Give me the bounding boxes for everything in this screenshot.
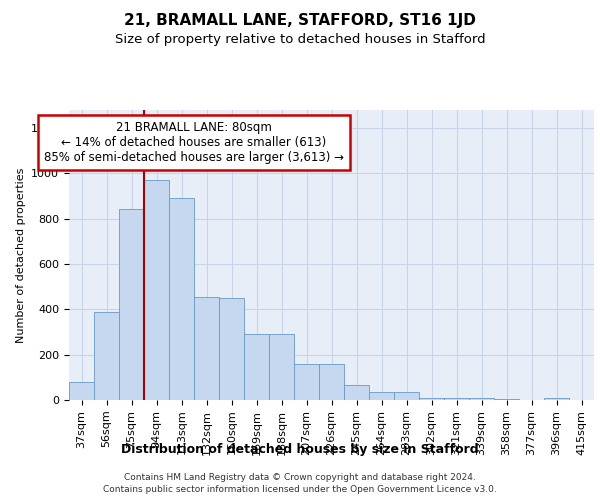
Bar — [219, 298, 244, 400]
Bar — [169, 198, 194, 400]
Bar — [369, 392, 394, 400]
Bar — [544, 398, 569, 400]
Text: 21, BRAMALL LANE, STAFFORD, ST16 1JD: 21, BRAMALL LANE, STAFFORD, ST16 1JD — [124, 12, 476, 28]
Bar — [269, 334, 294, 400]
Bar — [294, 364, 319, 400]
Bar — [344, 386, 369, 400]
Bar — [194, 297, 219, 400]
Bar — [144, 180, 169, 400]
Bar — [94, 312, 119, 400]
Bar — [119, 208, 144, 400]
Text: Distribution of detached houses by size in Stafford: Distribution of detached houses by size … — [121, 442, 479, 456]
Bar — [394, 392, 419, 400]
Bar — [494, 399, 519, 400]
Text: 21 BRAMALL LANE: 80sqm
← 14% of detached houses are smaller (613)
85% of semi-de: 21 BRAMALL LANE: 80sqm ← 14% of detached… — [44, 122, 344, 164]
Y-axis label: Number of detached properties: Number of detached properties — [16, 168, 26, 342]
Text: Contains HM Land Registry data © Crown copyright and database right 2024.: Contains HM Land Registry data © Crown c… — [124, 472, 476, 482]
Bar — [419, 398, 444, 400]
Text: Contains public sector information licensed under the Open Government Licence v3: Contains public sector information licen… — [103, 485, 497, 494]
Bar — [469, 398, 494, 400]
Text: Size of property relative to detached houses in Stafford: Size of property relative to detached ho… — [115, 32, 485, 46]
Bar — [444, 398, 469, 400]
Bar — [69, 382, 94, 400]
Bar — [319, 364, 344, 400]
Bar — [244, 334, 269, 400]
